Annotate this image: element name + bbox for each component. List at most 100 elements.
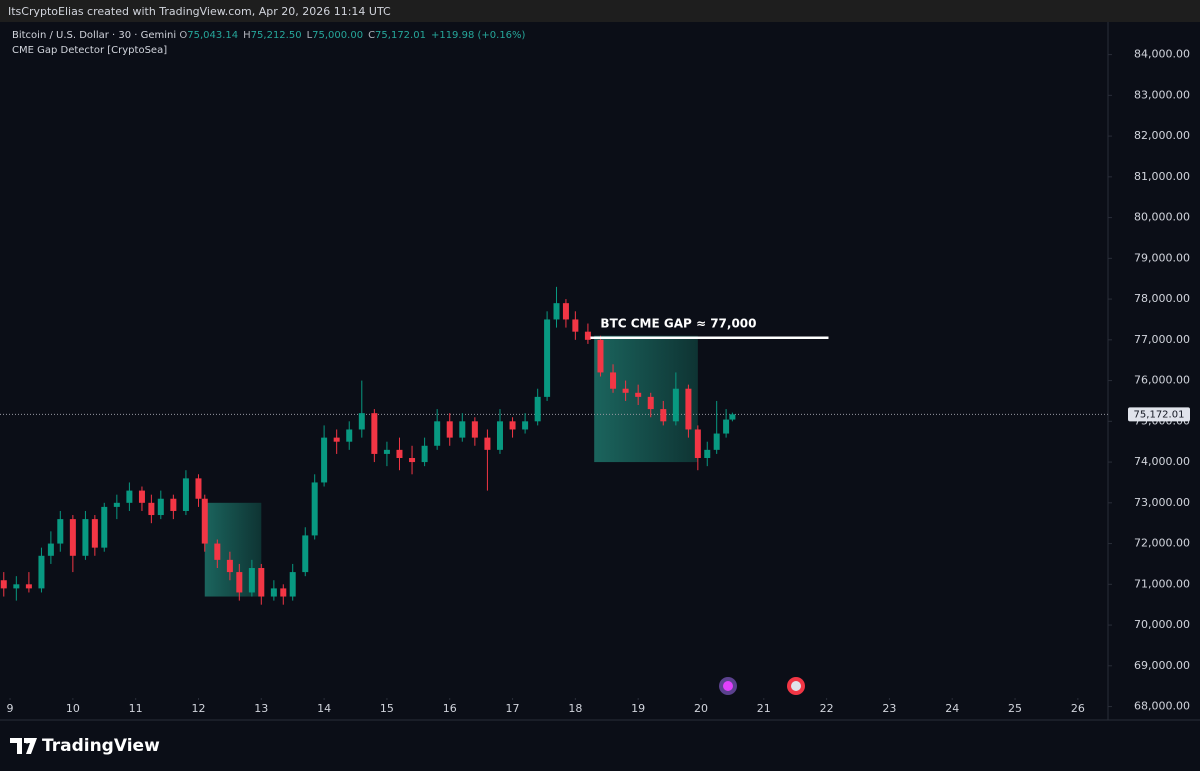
x-tick-label: 19 (631, 702, 645, 715)
ohlc: O75,043.14 H75,212.50 L75,000.00 C75,172.01 (179, 30, 431, 41)
candle-body (248, 568, 255, 593)
header-text: ItsCryptoElias created with TradingView.… (8, 5, 391, 18)
x-tick-label: 21 (757, 702, 771, 715)
top-bar (0, 0, 1200, 22)
candle-body (383, 449, 390, 454)
x-tick-label: 24 (945, 702, 959, 715)
candle-body (459, 421, 466, 438)
candle-body (572, 319, 579, 332)
x-tick-label: 17 (506, 702, 520, 715)
symbol-title: Bitcoin / U.S. Dollar · 30 · Gemini (12, 30, 177, 41)
ohlc-key: H (243, 30, 251, 41)
candle-body (258, 568, 265, 597)
candle-body (509, 421, 516, 430)
candle-body (25, 584, 32, 589)
y-tick-label: 70,000.00 (1134, 618, 1190, 631)
legend: Bitcoin / U.S. Dollar · 30 · Gemini O75,… (12, 28, 530, 58)
y-tick-label: 79,000.00 (1134, 251, 1190, 264)
candle-body (622, 388, 629, 393)
candle-body (311, 482, 318, 536)
candle-body (562, 303, 569, 320)
x-tick-label: 13 (254, 702, 268, 715)
candle-body (214, 543, 221, 560)
candle-body (157, 498, 164, 516)
candle-body (91, 519, 98, 548)
ohlc-key: C (368, 30, 376, 41)
candle-body (544, 319, 551, 397)
x-tick-label: 26 (1071, 702, 1085, 715)
candle-body (113, 502, 120, 507)
candle-body (101, 506, 108, 548)
ohlc-value: 75,000.00 (312, 30, 364, 41)
candle-body (126, 490, 133, 503)
footer-logo (10, 738, 37, 754)
candle-body (672, 388, 679, 422)
y-tick-label: 81,000.00 (1134, 170, 1190, 183)
last-price-box (1128, 407, 1190, 422)
candle-body (289, 572, 296, 597)
y-tick-label: 74,000.00 (1134, 455, 1190, 468)
candle-body (13, 584, 20, 589)
x-tick-label: 9 (7, 702, 14, 715)
candle-body (38, 555, 45, 589)
y-tick-label: 71,000.00 (1134, 577, 1190, 590)
candle-body (346, 429, 353, 442)
candle-body (138, 490, 145, 503)
candle-body (82, 519, 89, 556)
ohlc-value: 75,172.01 (375, 30, 426, 41)
candle-body (471, 421, 478, 438)
candle-body (584, 331, 591, 340)
ohlc-value: 75,212.50 (250, 30, 302, 41)
candle-body (434, 421, 441, 446)
cme-gap (594, 335, 698, 463)
candle-body (597, 339, 604, 373)
x-tick-label: 10 (66, 702, 80, 715)
x-tick-label: 15 (380, 702, 394, 715)
candle-body (69, 519, 76, 556)
footer-brand: TradingView (42, 736, 160, 756)
ohlc-value: 75,043.14 (187, 30, 239, 41)
candle-body (484, 437, 491, 450)
candle-body (333, 437, 340, 442)
y-tick-label: 82,000.00 (1134, 129, 1190, 142)
candle-body (729, 414, 736, 420)
candle-body (280, 588, 287, 597)
last-price-label: 75,172.01 (1134, 409, 1185, 420)
x-tick-label: 11 (129, 702, 143, 715)
candle-body (635, 392, 642, 397)
candle-body (522, 421, 529, 430)
x-tick-label: 14 (317, 702, 331, 715)
x-tick-label: 25 (1008, 702, 1022, 715)
y-tick-label: 84,000.00 (1134, 48, 1190, 61)
y-tick-label: 73,000.00 (1134, 496, 1190, 509)
y-tick-label: 78,000.00 (1134, 292, 1190, 305)
x-tick-label: 20 (694, 702, 708, 715)
candle-body (57, 519, 64, 544)
event-icon (787, 677, 805, 695)
candle-body (148, 502, 155, 516)
indicator-name: CME Gap Detector [CryptoSea] (12, 45, 168, 56)
x-tick-label: 16 (443, 702, 457, 715)
candle-body (236, 572, 243, 593)
candle-body (0, 580, 7, 589)
candle-body (358, 413, 365, 430)
x-tick-label: 23 (882, 702, 896, 715)
candle-body (647, 396, 654, 410)
candle-body (610, 372, 617, 389)
legend-row: Bitcoin / U.S. Dollar · 30 · Gemini O75,… (12, 28, 530, 43)
y-tick-label: 69,000.00 (1134, 659, 1190, 672)
candle-body (409, 457, 416, 463)
candle-body (685, 388, 692, 430)
y-tick-label: 80,000.00 (1134, 211, 1190, 224)
candle-body (446, 421, 453, 438)
y-tick-label: 83,000.00 (1134, 88, 1190, 101)
y-tick-label: 72,000.00 (1134, 537, 1190, 550)
candle-body (371, 413, 378, 454)
y-tick-label: 77,000.00 (1134, 333, 1190, 346)
candle-body (713, 433, 720, 450)
annotation-text: BTC CME GAP ≈ 77,000 (600, 316, 756, 330)
candle-body (704, 449, 711, 458)
x-tick-label: 18 (568, 702, 582, 715)
